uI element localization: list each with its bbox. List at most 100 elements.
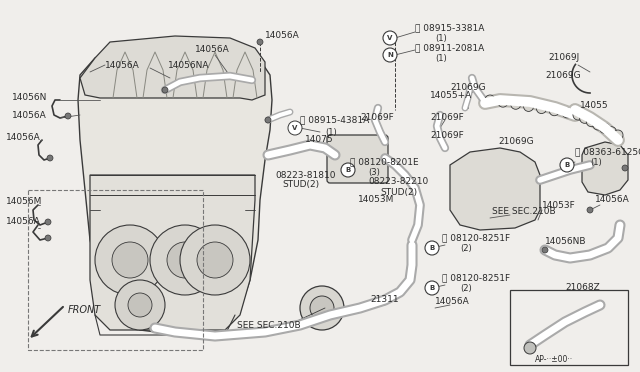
Text: SEE SEC.210B: SEE SEC.210B — [492, 208, 556, 217]
Text: STUD(2): STUD(2) — [380, 187, 417, 196]
Text: (1): (1) — [435, 33, 447, 42]
Circle shape — [288, 121, 302, 135]
Circle shape — [257, 39, 263, 45]
Polygon shape — [90, 175, 255, 330]
Circle shape — [425, 241, 439, 255]
Circle shape — [167, 242, 203, 278]
Text: 21069F: 21069F — [430, 131, 464, 140]
Circle shape — [562, 108, 572, 118]
Text: (3): (3) — [368, 167, 380, 176]
Polygon shape — [80, 36, 265, 100]
Text: Ⓑ 08363-6125G: Ⓑ 08363-6125G — [575, 148, 640, 157]
Text: 14056A: 14056A — [595, 196, 630, 205]
Text: 14056NB: 14056NB — [545, 237, 586, 247]
Circle shape — [150, 225, 220, 295]
Polygon shape — [450, 148, 540, 230]
Text: (1): (1) — [435, 54, 447, 62]
Text: N: N — [387, 52, 393, 58]
Text: 21069G: 21069G — [450, 83, 486, 93]
Text: (2): (2) — [460, 283, 472, 292]
Circle shape — [485, 95, 495, 105]
Text: 08223-81810: 08223-81810 — [275, 170, 335, 180]
Text: 14056A: 14056A — [265, 31, 300, 39]
Circle shape — [197, 242, 233, 278]
Circle shape — [511, 99, 521, 109]
Circle shape — [115, 280, 165, 330]
Circle shape — [524, 102, 534, 112]
Circle shape — [586, 117, 596, 127]
FancyBboxPatch shape — [327, 135, 388, 183]
Text: FRONT: FRONT — [68, 305, 101, 315]
Text: V: V — [292, 125, 298, 131]
Circle shape — [383, 31, 397, 45]
Circle shape — [341, 163, 355, 177]
Circle shape — [45, 219, 51, 225]
Circle shape — [383, 48, 397, 62]
Text: 14056A: 14056A — [12, 110, 47, 119]
Text: 14056N: 14056N — [12, 93, 47, 102]
Circle shape — [524, 342, 536, 354]
Circle shape — [112, 242, 148, 278]
Circle shape — [600, 124, 610, 133]
Text: 14056A: 14056A — [195, 45, 230, 55]
Circle shape — [162, 87, 168, 93]
Text: STUD(2): STUD(2) — [282, 180, 319, 189]
Text: B: B — [346, 167, 351, 173]
Text: 14053M: 14053M — [358, 196, 394, 205]
Circle shape — [180, 225, 250, 295]
Text: 14053F: 14053F — [542, 201, 576, 209]
Text: 14055+A: 14055+A — [430, 90, 472, 99]
Circle shape — [45, 235, 51, 241]
Text: (1): (1) — [325, 128, 337, 138]
Text: (2): (2) — [460, 244, 472, 253]
Text: 21069G: 21069G — [498, 138, 534, 147]
Text: SEE SEC.210B: SEE SEC.210B — [237, 321, 301, 330]
Circle shape — [542, 247, 548, 253]
Text: 14055: 14055 — [580, 100, 609, 109]
Circle shape — [587, 207, 593, 213]
Circle shape — [425, 281, 439, 295]
Text: 08223-82210: 08223-82210 — [368, 177, 428, 186]
Text: 21069G: 21069G — [545, 71, 580, 80]
Circle shape — [300, 286, 344, 330]
Circle shape — [560, 158, 574, 172]
Text: 21311: 21311 — [370, 295, 399, 305]
Circle shape — [580, 113, 589, 124]
Circle shape — [593, 120, 603, 130]
Text: Ⓑ 08120-8201E: Ⓑ 08120-8201E — [350, 157, 419, 167]
Circle shape — [498, 97, 508, 107]
Circle shape — [310, 296, 334, 320]
Text: V: V — [387, 35, 393, 41]
Circle shape — [265, 117, 271, 123]
Circle shape — [622, 165, 628, 171]
Circle shape — [128, 293, 152, 317]
Text: B: B — [429, 245, 435, 251]
Text: Ⓑ 08120-8251F: Ⓑ 08120-8251F — [442, 273, 510, 282]
Text: Ⓑ 08120-8251F: Ⓑ 08120-8251F — [442, 234, 510, 243]
Text: 14056A: 14056A — [6, 132, 41, 141]
Polygon shape — [582, 142, 628, 195]
Circle shape — [606, 127, 616, 137]
Circle shape — [549, 106, 559, 116]
Circle shape — [95, 225, 165, 295]
Text: 14056NA: 14056NA — [168, 61, 209, 70]
Text: Ⓝ 08911-2081A: Ⓝ 08911-2081A — [415, 44, 484, 52]
Text: 21069F: 21069F — [430, 113, 464, 122]
Text: B: B — [429, 285, 435, 291]
Text: ⓕ 08915-4381A: ⓕ 08915-4381A — [300, 115, 369, 125]
Circle shape — [613, 130, 623, 140]
FancyBboxPatch shape — [510, 290, 628, 365]
Circle shape — [65, 113, 71, 119]
Circle shape — [575, 110, 585, 120]
Text: 21069J: 21069J — [548, 54, 579, 62]
Text: 14056M: 14056M — [6, 198, 42, 206]
Text: 21069F: 21069F — [360, 113, 394, 122]
Text: B: B — [564, 162, 570, 168]
Text: 14056A: 14056A — [435, 298, 470, 307]
Text: AP-··±00··: AP-··±00·· — [535, 356, 573, 365]
Circle shape — [536, 103, 547, 113]
Polygon shape — [78, 48, 272, 335]
Text: 14075: 14075 — [305, 135, 333, 144]
Text: ⓕ 08915-3381A: ⓕ 08915-3381A — [415, 23, 484, 32]
Circle shape — [47, 155, 53, 161]
